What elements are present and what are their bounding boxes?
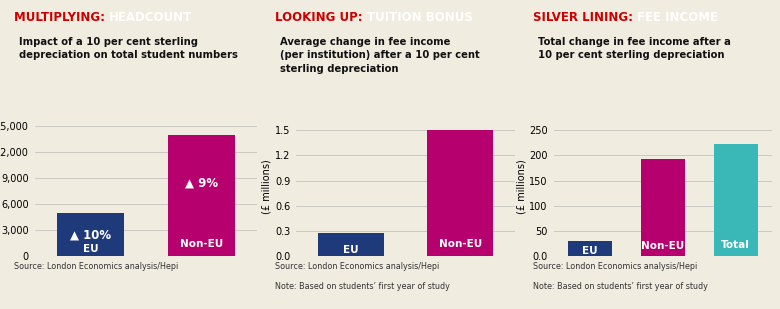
Text: Impact of a 10 per cent sterling
depreciation on total student numbers: Impact of a 10 per cent sterling depreci… bbox=[20, 37, 238, 60]
Text: Non-EU: Non-EU bbox=[641, 241, 685, 251]
Text: ▲ 10%: ▲ 10% bbox=[70, 228, 112, 241]
Bar bbox=[714, 144, 757, 256]
Text: LOOKING UP:: LOOKING UP: bbox=[275, 11, 367, 24]
Text: Total change in fee income after a
10 per cent sterling depreciation: Total change in fee income after a 10 pe… bbox=[538, 37, 731, 60]
Text: Source: London Economics analysis/Hepi: Source: London Economics analysis/Hepi bbox=[275, 262, 440, 271]
Text: Average change in fee income
(per institution) after a 10 per cent
sterling depr: Average change in fee income (per instit… bbox=[281, 37, 480, 74]
Text: MULTIPLYING:: MULTIPLYING: bbox=[14, 11, 109, 24]
Text: TUITION BONUS: TUITION BONUS bbox=[367, 11, 473, 24]
Text: FEE INCOME: FEE INCOME bbox=[636, 11, 718, 24]
Bar bbox=[318, 233, 384, 256]
Bar bbox=[569, 241, 612, 256]
Y-axis label: (£ millions): (£ millions) bbox=[262, 159, 272, 214]
Text: Source: London Economics analysis/Hepi: Source: London Economics analysis/Hepi bbox=[14, 262, 179, 271]
Bar bbox=[641, 159, 685, 256]
Y-axis label: (£ millions): (£ millions) bbox=[516, 159, 526, 214]
Text: ▲ 9%: ▲ 9% bbox=[186, 177, 218, 190]
Bar bbox=[58, 213, 124, 256]
Bar bbox=[427, 130, 493, 256]
Text: HEADCOUNT: HEADCOUNT bbox=[109, 11, 193, 24]
Text: Note: Based on students’ first year of study: Note: Based on students’ first year of s… bbox=[533, 282, 707, 291]
Text: EU: EU bbox=[83, 244, 98, 254]
Text: Non-EU: Non-EU bbox=[180, 239, 223, 249]
Text: EU: EU bbox=[343, 245, 359, 255]
Text: EU: EU bbox=[583, 246, 598, 256]
Bar bbox=[168, 135, 236, 256]
Text: SILVER LINING:: SILVER LINING: bbox=[533, 11, 636, 24]
Text: Source: London Economics analysis/Hepi: Source: London Economics analysis/Hepi bbox=[533, 262, 697, 271]
Text: Total: Total bbox=[722, 240, 750, 250]
Text: Non-EU: Non-EU bbox=[438, 239, 482, 249]
Text: Note: Based on students’ first year of study: Note: Based on students’ first year of s… bbox=[275, 282, 450, 291]
